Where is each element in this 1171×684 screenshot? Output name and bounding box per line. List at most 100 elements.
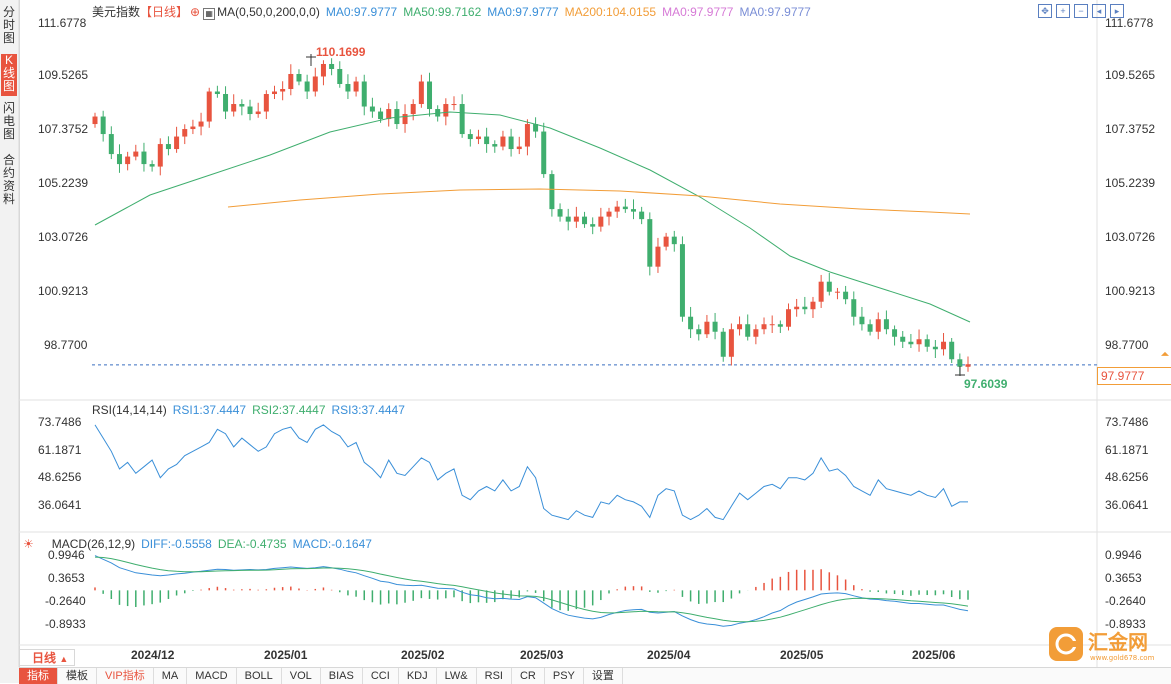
candle <box>524 124 530 147</box>
candle <box>100 116 106 135</box>
candle <box>777 324 783 327</box>
candle <box>361 81 367 107</box>
tab-template[interactable]: 模板 <box>58 668 97 684</box>
tab-macd[interactable]: MACD <box>187 668 237 684</box>
candle <box>214 91 220 95</box>
tab-flash-chart[interactable]: 闪电图 <box>2 101 15 141</box>
candle <box>810 301 816 310</box>
tab-settings[interactable]: 设置 <box>584 668 623 684</box>
candle <box>353 81 359 92</box>
period-selector[interactable]: 日线 ▲ <box>19 649 75 666</box>
candle <box>508 136 514 150</box>
candle <box>688 316 694 330</box>
macd-axis-left-2: -0.2640 <box>45 594 86 608</box>
tab-boll[interactable]: BOLL <box>237 668 282 684</box>
candle <box>696 329 702 335</box>
move-icon[interactable]: ✥ <box>1038 4 1052 18</box>
macd-legend: ☀ MACD(26,12,9) DIFF:-0.5558 DEA:-0.4735 MAC… <box>23 537 378 551</box>
macd-hist-value: MACD:-0.1647 <box>292 537 372 551</box>
period-selector-label: 日线 <box>32 651 57 665</box>
candle <box>459 104 465 135</box>
rsi-line <box>94 424 968 521</box>
candle <box>239 104 245 107</box>
candle <box>965 364 971 367</box>
candle <box>557 209 563 217</box>
candle <box>769 324 775 326</box>
macd-axis-right-3: -0.8933 <box>1105 617 1146 631</box>
candle <box>174 136 180 150</box>
candle <box>378 111 384 120</box>
candle <box>573 216 579 222</box>
candle <box>116 154 122 165</box>
candle <box>582 216 588 225</box>
candle <box>263 94 269 112</box>
chart-toolbar: ✥ + − ◂ ▸ <box>1038 3 1128 18</box>
candle <box>794 306 800 310</box>
legend-settings-icon[interactable]: ⊕ <box>190 5 201 19</box>
tab-kdj[interactable]: KDJ <box>399 668 437 684</box>
tab-lw[interactable]: LW& <box>437 668 477 684</box>
candle <box>394 109 400 125</box>
tab-contract-info[interactable]: 合约资料 <box>2 153 15 206</box>
logo-badge-icon <box>1049 627 1083 661</box>
tab-indicators[interactable]: 指标 <box>19 668 58 684</box>
candle <box>949 341 955 360</box>
candle <box>908 341 914 345</box>
macd-settings-icon[interactable]: ☀ <box>23 537 34 551</box>
tab-psy[interactable]: PSY <box>545 668 584 684</box>
candle <box>883 319 889 330</box>
candle <box>565 216 571 222</box>
candle <box>655 246 661 267</box>
tab-cr[interactable]: CR <box>512 668 545 684</box>
candle <box>900 336 906 342</box>
candle <box>247 106 253 115</box>
candle <box>622 206 628 210</box>
candle <box>443 104 449 117</box>
candle <box>786 309 792 327</box>
zoom-in-icon[interactable]: + <box>1056 4 1070 18</box>
price-axis-right-0: 111.6778 <box>1105 16 1154 30</box>
candle <box>206 91 212 122</box>
candle <box>296 73 302 82</box>
rsi1-value: RSI1:37.4447 <box>172 403 247 417</box>
candle <box>410 104 416 115</box>
tab-bias[interactable]: BIAS <box>321 668 363 684</box>
period-label: 【日线】 <box>140 5 189 19</box>
ma50-line <box>94 111 971 323</box>
candle <box>753 329 759 337</box>
price-axis-left-4: 103.0726 <box>38 230 89 244</box>
tab-ma[interactable]: MA <box>154 668 188 684</box>
tab-rsi[interactable]: RSI <box>477 668 512 684</box>
price-axis-left-2: 107.3752 <box>38 122 89 136</box>
candle <box>304 81 310 92</box>
candle <box>190 126 196 130</box>
indicator-tab-bar: 指标 模板 VIP指标 MA MACD BOLL VOL BIAS CCI KDJ LW& RSI CR… <box>19 667 1171 684</box>
rsi3-value: RSI3:37.4447 <box>331 403 405 417</box>
zoom-out-icon[interactable]: − <box>1074 4 1088 18</box>
candle <box>704 321 710 335</box>
candle <box>916 339 922 345</box>
macd-name: MACD(26,12,9) <box>51 537 136 551</box>
tab-vol[interactable]: VOL <box>282 668 321 684</box>
macd-axis-left-0: 0.9946 <box>48 548 85 562</box>
tab-kline[interactable]: K线图 <box>1 54 17 96</box>
candle <box>500 136 506 147</box>
price-axis-left-3: 105.2239 <box>38 176 89 190</box>
price-arrow-icon <box>1161 351 1169 356</box>
price-axis-left-0: 111.6778 <box>38 16 87 30</box>
candle <box>157 144 163 167</box>
tab-timeshare[interactable]: 分时图 <box>2 5 15 45</box>
macd-axis-right-1: 0.3653 <box>1105 571 1142 585</box>
main-legend: 美元指数【日线】 ⊕ ▦ MA(0,50,0,200,0,0) MA0:97.9777 M… <box>92 3 817 20</box>
price-axis-left-5: 100.9213 <box>38 284 89 298</box>
indicator-toggle-icon[interactable]: ▦ <box>203 8 216 20</box>
tab-cci[interactable]: CCI <box>363 668 399 684</box>
rsi-axis-right-2: 48.6256 <box>1105 470 1149 484</box>
candle <box>614 206 620 212</box>
tab-vip-indicators[interactable]: VIP指标 <box>97 668 154 684</box>
rsi-axis-right-1: 61.1871 <box>1105 443 1149 457</box>
step-forward-icon[interactable]: ▸ <box>1110 4 1124 18</box>
x-axis-label-6: 2025/06 <box>912 648 956 662</box>
step-back-icon[interactable]: ◂ <box>1092 4 1106 18</box>
